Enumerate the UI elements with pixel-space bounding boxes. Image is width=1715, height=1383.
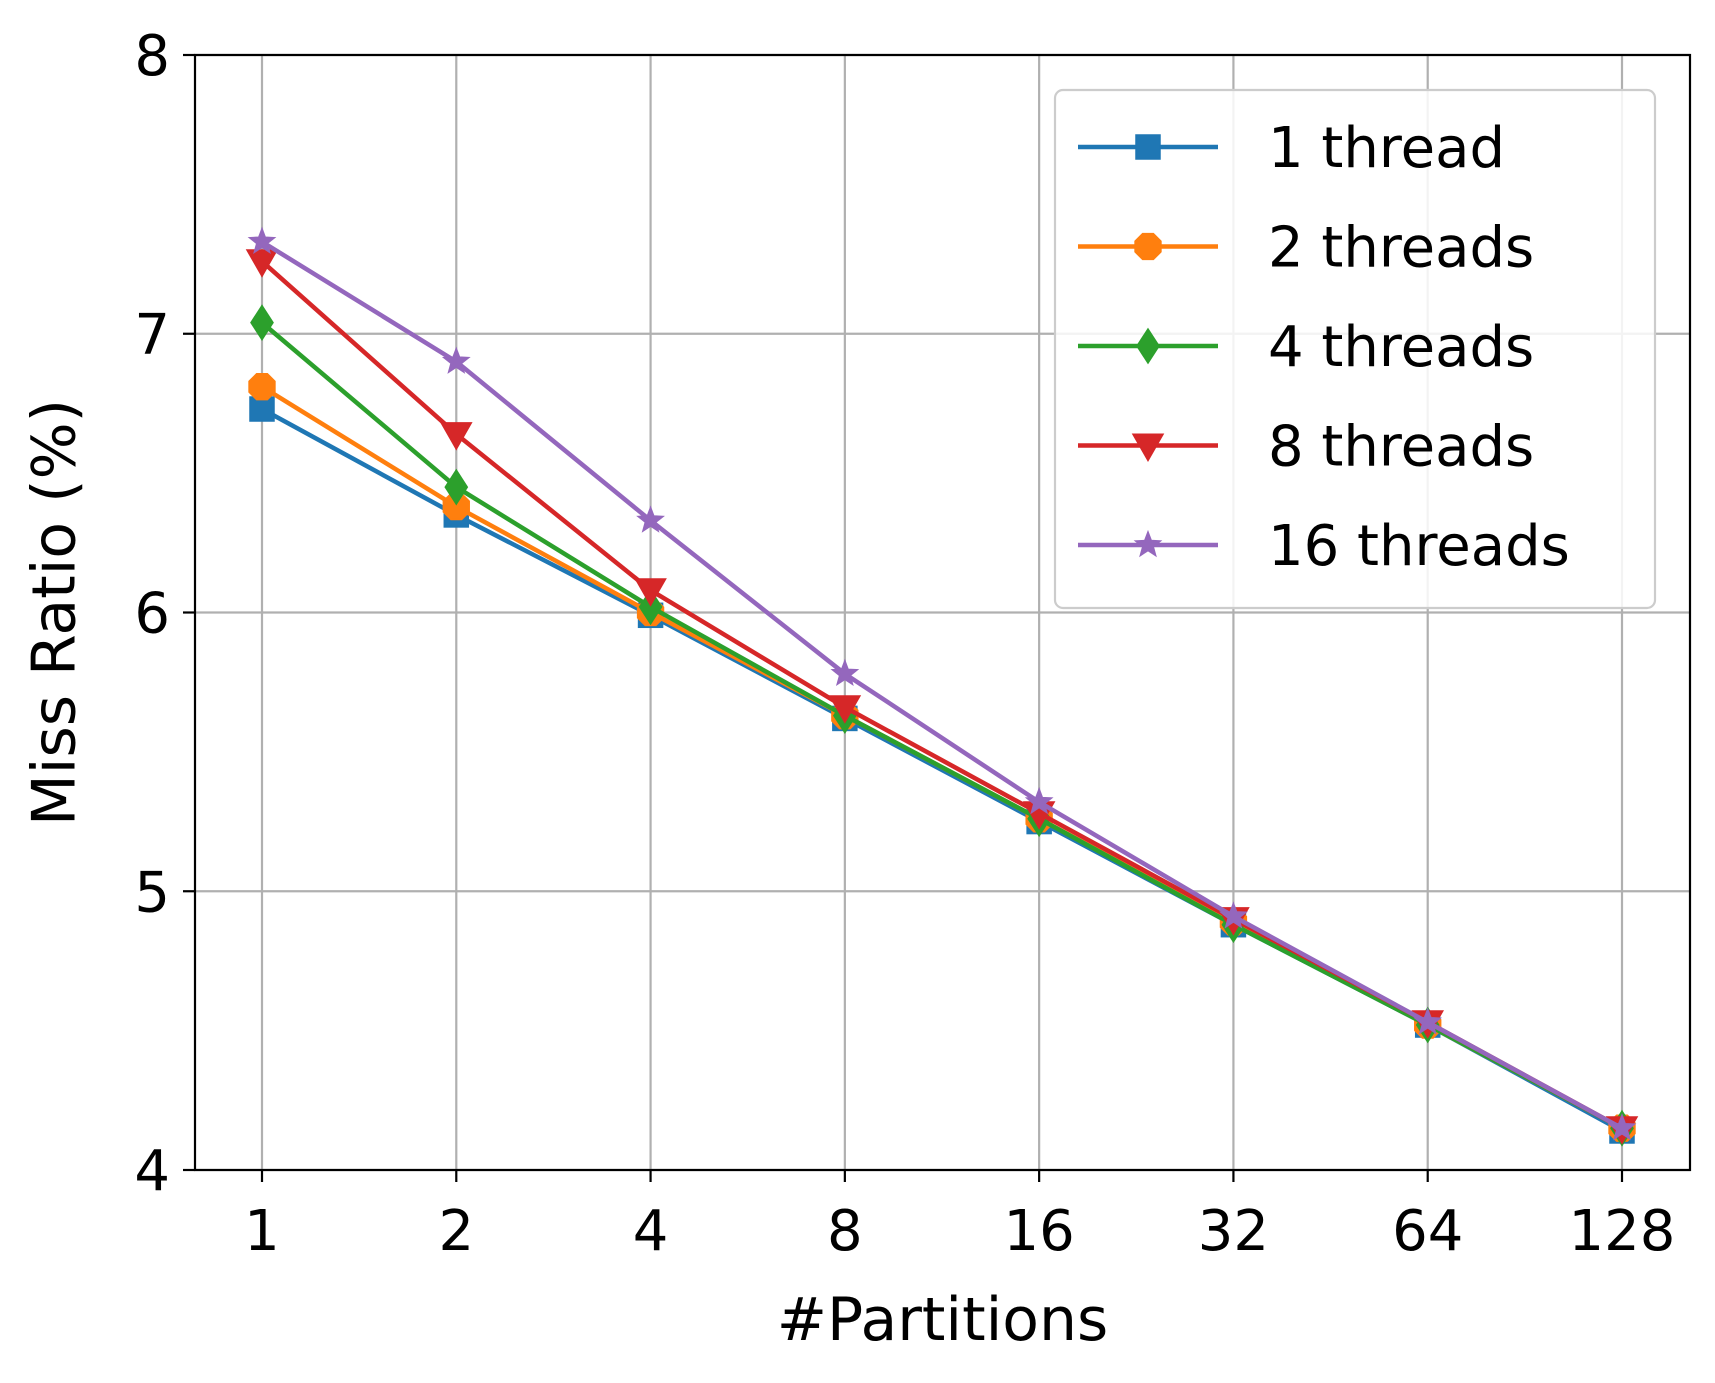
x-tick-label: 64 (1392, 1199, 1463, 1264)
data-point-2-threads (442, 492, 470, 521)
legend-label: 4 threads (1268, 315, 1534, 380)
legend-item-8-threads: 8 threads (1078, 415, 1534, 480)
legend-marker-16-threads (1133, 529, 1163, 558)
x-tick-label: 4 (633, 1199, 669, 1264)
axis-ticks: 1 2 4 8 16 32 64 128 4 5 6 7 8 (134, 24, 1675, 1264)
data-point-16-threads (247, 226, 277, 254)
legend-label: 1 thread (1268, 116, 1505, 181)
legend-label: 2 threads (1268, 216, 1534, 281)
series-16-threads (247, 226, 1637, 1141)
y-tick-label: 7 (134, 303, 170, 368)
y-tick-label: 4 (134, 1139, 170, 1204)
y-tick-label: 8 (134, 24, 170, 89)
x-tick-label: 2 (438, 1199, 474, 1264)
data-point-16-threads (441, 346, 471, 374)
series-group (245, 226, 1639, 1147)
legend-marker-1-thread (1135, 134, 1161, 160)
x-tick-label: 128 (1569, 1199, 1676, 1264)
legend-label: 8 threads (1268, 415, 1534, 480)
data-point-4-threads (250, 304, 274, 341)
legend-box (1053, 88, 1657, 610)
legend-item-16-threads: 16 threads (1078, 514, 1570, 579)
x-tick-label: 8 (827, 1199, 863, 1264)
data-point-16-threads (636, 505, 665, 533)
legend-label: 16 threads (1268, 514, 1570, 579)
data-point-8-threads (245, 249, 279, 278)
legend-item-4-threads: 4 threads (1078, 315, 1534, 380)
data-point-4-threads (638, 588, 663, 626)
data-point-1-thread (249, 396, 275, 422)
data-point-16-threads (1413, 1007, 1443, 1035)
series-line-4-threads (260, 320, 1624, 1131)
data-point-16-threads (1219, 901, 1248, 929)
legend-marker-8-threads (1131, 433, 1165, 463)
data-point-16-threads (830, 658, 860, 687)
x-tick-label: 16 (1004, 1199, 1075, 1264)
data-point-4-threads (444, 468, 469, 506)
data-point-16-threads (1024, 786, 1054, 815)
legend: 1 thread 2 threads 4 threads 8 threads 16 th… (1053, 88, 1657, 610)
x-tick-label: 1 (244, 1199, 280, 1264)
legend-marker-4-threads (1136, 327, 1160, 365)
x-tick-label: 32 (1198, 1199, 1269, 1264)
data-point-8-threads (439, 422, 473, 451)
y-tick-label: 6 (134, 582, 170, 647)
data-point-16-threads (1607, 1113, 1637, 1141)
data-point-8-threads (634, 578, 667, 607)
legend-marker-2-threads (1134, 232, 1162, 261)
x-axis-label: #Partitions (777, 1285, 1109, 1355)
legend-item-1-thread: 1 thread (1078, 116, 1505, 181)
legend-item-2-threads: 2 threads (1078, 216, 1534, 281)
y-tick-label: 5 (134, 860, 170, 925)
data-point-8-threads (828, 695, 862, 724)
series-line-16-threads (260, 239, 1624, 1131)
y-axis-label: Miss Ratio (%) (20, 399, 90, 826)
data-point-2-threads (248, 373, 276, 401)
